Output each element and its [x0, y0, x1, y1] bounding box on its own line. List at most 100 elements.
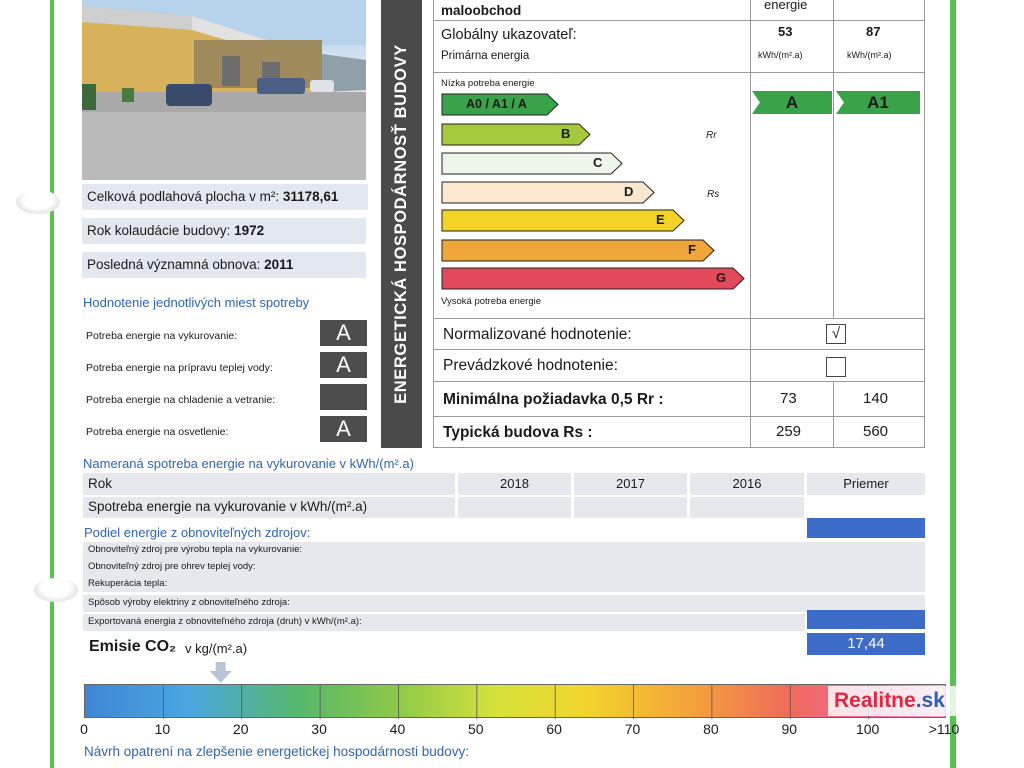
emissions-marker-arrow-icon — [209, 662, 232, 683]
measured-year-3: 2016 — [690, 473, 804, 495]
scale-tick-100: 100 — [855, 721, 880, 737]
measured-cell-2 — [574, 497, 687, 518]
scale-tick-60: 60 — [546, 721, 562, 737]
table-col-divider-3 — [750, 381, 751, 448]
class-arrow-d — [441, 181, 655, 204]
normalized-rating-check-icon: √ — [831, 325, 841, 342]
proposal-title: Návrh opatrení na zlepšenie energetickej… — [84, 744, 469, 759]
rating-label-lighting: Potreba energie na osvetlenie: — [86, 426, 229, 438]
emissions-unit: v kg/(m².a) — [185, 641, 248, 656]
renewable-hot-water-label: Obnoviteľný zdroj pre ohrev teplej vody: — [88, 561, 256, 572]
class-arrow-g — [441, 267, 745, 290]
renewable-heating-label: Obnoviteľný zdroj pre výrobu tepla na vy… — [88, 544, 302, 555]
class-arrow-g-shape — [441, 267, 745, 290]
exported-energy-label: Exportovaná energia z obnoviteľného zdro… — [88, 616, 362, 627]
emissions-scale-marker — [209, 662, 232, 683]
approval-year-row: Rok kolaudácie budovy: 1972 — [82, 218, 366, 244]
emissions-value-cell: 17,44 — [807, 633, 925, 655]
column-header-energy: energie — [764, 0, 808, 12]
class-arrow-a-shape — [441, 93, 559, 116]
floor-area-value: 31178,61 — [282, 189, 339, 204]
class-arrow-f — [441, 239, 715, 262]
watermark-brand: Realitne — [834, 689, 916, 712]
rating-label-hot-water: Potreba energie na prípravu teplej vody: — [86, 362, 273, 374]
scale-tick-90: 90 — [781, 721, 798, 737]
operational-rating-label: Prevádzkové hodnotenie: — [443, 357, 618, 374]
measured-year-2: 2017 — [574, 473, 687, 495]
emissions-value: 17,44 — [847, 635, 885, 652]
rating-label-cooling: Potreba energie na chladenie a vetranie: — [86, 394, 276, 406]
measured-title: Nameraná spotreba energie na vykurovanie… — [83, 456, 414, 471]
class-arrow-f-shape — [441, 239, 715, 262]
result-grade-col2: A1 — [836, 91, 920, 114]
measured-year-label: Rok — [88, 476, 113, 491]
min-requirement-col2: 140 — [863, 390, 889, 407]
measured-cell-1 — [458, 497, 571, 518]
global-indicator-label: Globálny ukazovateľ: — [441, 27, 577, 43]
class-arrow-c-shape — [441, 152, 623, 175]
class-arrow-a — [441, 93, 559, 116]
min-requirement-label: Minimálna požiadavka 0,5 Rr : — [443, 391, 664, 408]
renovation-row: Posledná významná obnova: 2011 — [82, 252, 366, 278]
scale-tick-30: 30 — [311, 721, 327, 737]
scale-tick-40: 40 — [389, 721, 406, 737]
result-grade-col1-notch — [752, 91, 760, 114]
typical-building-label: Typická budova Rs : — [443, 424, 593, 441]
binder-hole-top — [16, 190, 60, 214]
scale-tick-20: 20 — [232, 721, 249, 737]
scale-tick-50: 50 — [468, 721, 484, 737]
class-arrow-c — [441, 152, 623, 175]
unit-col2: kWh/(m².a) — [847, 50, 892, 60]
floor-area-row: Celková podlahová plocha v m²: 31178,61 — [82, 184, 368, 210]
scale-tick-70: 70 — [624, 721, 641, 737]
measured-consumption-row: Spotreba energie na vykurovanie v kWh/(m… — [83, 497, 455, 518]
table-border-left — [433, 0, 434, 448]
table-row-line-1 — [433, 20, 925, 21]
realitne-watermark: Realitne.sk — [828, 686, 990, 716]
heat-recovery-label: Rekuperácia tepla: — [88, 578, 168, 589]
rating-grade-lighting: A — [320, 416, 367, 442]
table-col-divider-2 — [833, 0, 834, 318]
class-arrow-e-shape — [441, 209, 685, 232]
result-grade-col2-notch — [836, 91, 844, 114]
class-arrow-d-shape — [441, 181, 655, 204]
electricity-source-label: Spôsob výroby elektriny z obnoviteľného … — [88, 597, 290, 608]
renovation-value: 2011 — [264, 257, 294, 272]
typical-building-col1: 259 — [776, 423, 802, 440]
table-row-line-3 — [433, 318, 925, 319]
table-row-line-6 — [433, 416, 925, 417]
class-arrow-b — [441, 123, 591, 146]
table-row-line-2 — [433, 72, 925, 73]
exported-energy-row — [83, 614, 805, 631]
table-row-line-4 — [433, 349, 925, 350]
measured-year-1: 2018 — [458, 473, 571, 495]
renewables-title: Podiel energie z obnoviteľných zdrojov: — [84, 525, 311, 540]
measured-cell-3 — [690, 497, 804, 518]
low-demand-label: Nízka potreba energie — [441, 78, 535, 89]
class-label-d: D — [624, 184, 634, 199]
measured-average-header: Priemer — [807, 473, 925, 495]
building-photo-graphic — [82, 0, 366, 180]
building-category: maloobchod — [441, 3, 522, 18]
class-label-c: C — [593, 155, 603, 170]
renewables-block — [83, 542, 925, 592]
result-grade-col1-text: A — [785, 93, 799, 112]
ratings-title: Hodnotenie jednotlivých miest spotreby — [83, 295, 310, 310]
normalized-rating-label: Normalizované hodnotenie: — [443, 326, 632, 343]
rr-marker: Rr — [706, 130, 717, 141]
approval-year-value: 1972 — [234, 223, 265, 238]
watermark-tld: .sk — [915, 689, 945, 712]
table-col-divider-4 — [833, 381, 834, 448]
class-label-e: E — [656, 212, 665, 227]
rating-label-heating: Potreba energie na vykurovanie: — [86, 330, 238, 342]
result-grade-col1: A — [752, 91, 832, 114]
class-label-f: F — [688, 242, 696, 257]
measured-year-row: Rok — [83, 473, 455, 495]
vertical-title: ENERGETICKÁ HOSPODÁRNOSŤ BUDOVY — [392, 44, 410, 404]
renewables-share-value-cell — [807, 518, 925, 538]
class-label-a: A0 / A1 / A — [466, 97, 527, 111]
result-grade-col2-text: A1 — [867, 93, 889, 112]
min-requirement-col1: 73 — [780, 390, 797, 407]
emissions-scale-gridlines — [162, 685, 870, 719]
class-label-g: G — [716, 270, 727, 285]
